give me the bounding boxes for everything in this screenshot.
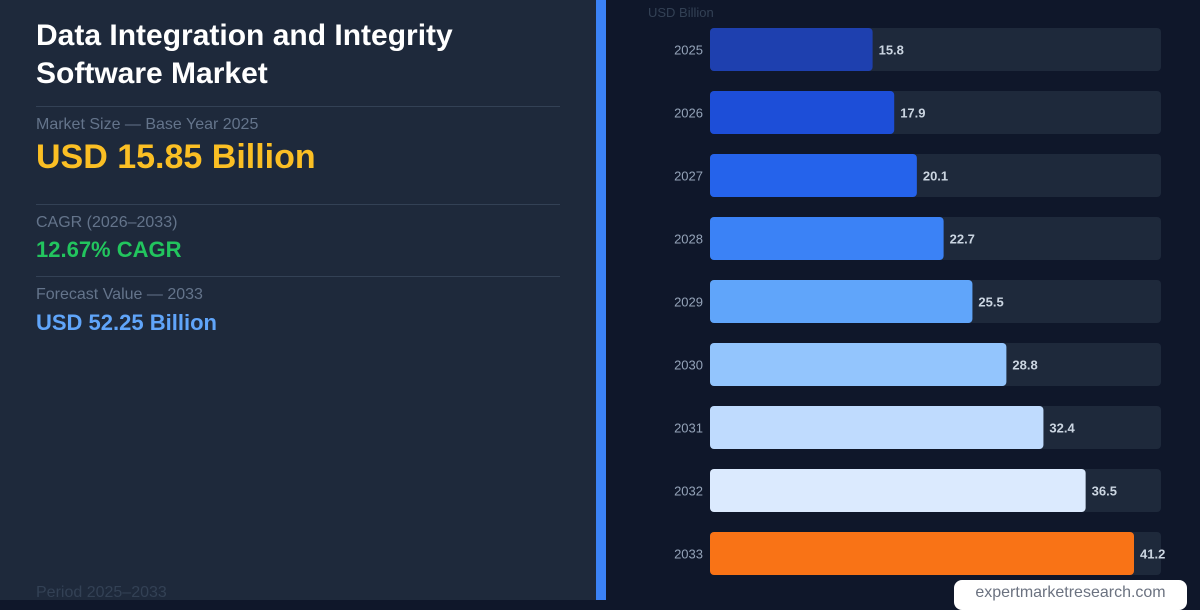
- summary-panel: Data Integration and Integrity Software …: [0, 0, 596, 601]
- year-label-2028: 2028: [674, 232, 703, 247]
- value-label-2029: 25.5: [978, 295, 1003, 310]
- year-label-2025: 2025: [674, 43, 703, 58]
- value-label-2032: 36.5: [1092, 484, 1117, 499]
- cagr-label: CAGR (2026–2033): [36, 214, 178, 231]
- bar-2031: [710, 406, 1044, 449]
- bar-2033: [710, 532, 1134, 575]
- market-size-value: USD 15.85 Billion: [36, 138, 316, 176]
- year-label-2030: 2030: [674, 358, 703, 373]
- market-size-label: Market Size — Base Year 2025: [36, 116, 259, 133]
- bar-chart: 2025 15.8 2026 17.9 2027 20.1 2028 22.7 2029 25.5…: [674, 28, 1165, 575]
- year-label-2029: 2029: [674, 295, 703, 310]
- period-label: Period 2025–2033: [36, 584, 167, 601]
- value-label-2030: 28.8: [1012, 358, 1037, 373]
- bar-2028: [710, 217, 944, 260]
- value-label-2025: 15.8: [879, 43, 904, 58]
- value-label-2028: 22.7: [950, 232, 975, 247]
- bar-2027: [710, 154, 917, 197]
- value-label-2033: 41.2: [1140, 547, 1165, 562]
- value-label-2031: 32.4: [1049, 421, 1075, 436]
- year-label-2027: 2027: [674, 169, 703, 184]
- year-label-2031: 2031: [674, 421, 703, 436]
- value-label-2027: 20.1: [923, 169, 948, 184]
- year-label-2026: 2026: [674, 106, 703, 121]
- year-label-2033: 2033: [674, 547, 703, 562]
- bar-2032: [710, 469, 1086, 512]
- watermark[interactable]: expertmarketresearch.com: [954, 580, 1187, 610]
- bar-2026: [710, 91, 895, 134]
- chart-unit-label: USD Billion: [648, 5, 714, 20]
- divider: [36, 204, 560, 205]
- value-label-2026: 17.9: [900, 106, 925, 121]
- report-title: Data Integration and Integrity Software …: [36, 19, 453, 90]
- accent-divider: [596, 0, 606, 600]
- divider: [36, 276, 560, 277]
- year-label-2032: 2032: [674, 484, 703, 499]
- forecast-label: Forecast Value — 2033: [36, 286, 203, 303]
- cagr-value: 12.67% CAGR: [36, 237, 182, 262]
- bar-2030: [710, 343, 1007, 386]
- bar-2025: [710, 28, 873, 71]
- divider: [36, 106, 560, 107]
- forecast-value: USD 52.25 Billion: [36, 310, 217, 335]
- bar-2029: [710, 280, 973, 323]
